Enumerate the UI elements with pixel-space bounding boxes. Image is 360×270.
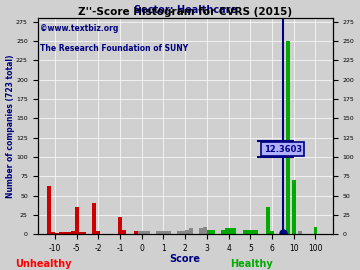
Bar xyxy=(199,228,203,234)
Bar xyxy=(211,231,215,234)
Bar xyxy=(185,231,189,234)
Bar xyxy=(163,231,167,234)
Bar xyxy=(82,232,86,234)
Bar xyxy=(51,232,55,234)
Bar xyxy=(292,180,296,234)
Bar xyxy=(93,203,96,234)
Bar xyxy=(63,232,67,234)
X-axis label: Score: Score xyxy=(170,254,201,264)
Bar xyxy=(314,227,318,234)
Bar xyxy=(142,231,146,234)
Text: Healthy: Healthy xyxy=(231,259,273,269)
Bar xyxy=(67,232,71,234)
Bar xyxy=(207,231,211,234)
Bar xyxy=(159,231,163,234)
Bar xyxy=(254,231,258,234)
Bar xyxy=(78,232,82,234)
Bar xyxy=(203,227,207,234)
Bar xyxy=(181,231,185,234)
Text: Sector: Healthcare: Sector: Healthcare xyxy=(134,5,237,15)
Title: Z''-Score Histogram for CVRS (2015): Z''-Score Histogram for CVRS (2015) xyxy=(78,7,292,17)
Bar xyxy=(134,231,138,234)
Bar xyxy=(146,231,150,234)
Bar xyxy=(177,231,181,234)
Bar xyxy=(247,231,250,234)
Bar xyxy=(47,186,51,234)
Bar xyxy=(270,231,274,234)
Bar xyxy=(138,231,142,234)
Bar xyxy=(55,233,59,234)
Y-axis label: Number of companies (723 total): Number of companies (723 total) xyxy=(5,54,14,198)
Bar xyxy=(243,231,247,234)
Bar xyxy=(167,231,171,234)
Bar xyxy=(156,231,159,234)
Bar xyxy=(266,207,270,234)
Bar xyxy=(189,228,193,234)
Bar xyxy=(225,228,229,234)
Bar xyxy=(233,228,237,234)
Bar xyxy=(75,207,78,234)
Bar xyxy=(250,231,254,234)
Bar xyxy=(71,231,75,234)
Bar xyxy=(221,231,225,234)
Bar xyxy=(122,231,126,234)
Bar xyxy=(118,217,122,234)
Bar xyxy=(229,228,233,234)
Bar xyxy=(286,41,290,234)
Bar xyxy=(96,231,100,234)
Bar xyxy=(298,231,302,234)
Text: The Research Foundation of SUNY: The Research Foundation of SUNY xyxy=(40,44,189,53)
Text: ©www.textbiz.org: ©www.textbiz.org xyxy=(40,24,119,33)
Text: 12.3603: 12.3603 xyxy=(264,145,302,154)
Bar xyxy=(59,232,63,234)
Text: Unhealthy: Unhealthy xyxy=(15,259,71,269)
